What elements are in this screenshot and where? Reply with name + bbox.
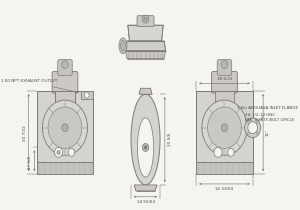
Polygon shape xyxy=(134,185,157,191)
Circle shape xyxy=(48,107,82,148)
Text: 1.5in ANGUASA INLET FLANGE: 1.5in ANGUASA INLET FLANGE xyxy=(236,106,298,120)
FancyBboxPatch shape xyxy=(58,60,72,75)
Circle shape xyxy=(142,143,149,151)
Text: 4# 1/2-13 UNC: 4# 1/2-13 UNC xyxy=(245,113,275,117)
Polygon shape xyxy=(128,25,163,41)
Polygon shape xyxy=(55,91,75,111)
Circle shape xyxy=(144,17,147,21)
Text: 14 55/64: 14 55/64 xyxy=(136,200,154,204)
Polygon shape xyxy=(125,41,166,51)
Polygon shape xyxy=(139,88,152,94)
Polygon shape xyxy=(196,162,253,174)
Circle shape xyxy=(248,122,257,134)
Polygon shape xyxy=(131,94,160,185)
Circle shape xyxy=(142,15,149,23)
Polygon shape xyxy=(215,91,234,111)
FancyBboxPatch shape xyxy=(137,16,154,26)
Circle shape xyxy=(42,100,88,155)
Circle shape xyxy=(247,121,249,123)
FancyBboxPatch shape xyxy=(52,71,78,93)
Circle shape xyxy=(208,107,242,148)
Text: 30 7/32: 30 7/32 xyxy=(23,125,27,140)
Circle shape xyxy=(84,92,89,98)
Text: 1.00 NPT EXHAUST OUTLET: 1.00 NPT EXHAUST OUTLET xyxy=(1,79,78,93)
Polygon shape xyxy=(137,118,154,177)
Circle shape xyxy=(144,146,147,149)
Circle shape xyxy=(68,148,75,156)
Ellipse shape xyxy=(121,40,125,51)
Polygon shape xyxy=(196,91,253,174)
Circle shape xyxy=(221,124,228,132)
Circle shape xyxy=(57,150,60,154)
Circle shape xyxy=(247,132,249,134)
Circle shape xyxy=(202,100,247,155)
Circle shape xyxy=(256,121,258,123)
Polygon shape xyxy=(125,51,166,59)
FancyBboxPatch shape xyxy=(217,60,232,75)
Text: 18 5/32: 18 5/32 xyxy=(217,77,232,81)
Circle shape xyxy=(256,132,258,134)
Circle shape xyxy=(62,124,68,132)
Polygon shape xyxy=(37,162,93,174)
Polygon shape xyxy=(81,91,93,99)
Circle shape xyxy=(244,118,261,138)
Text: 11": 11" xyxy=(265,129,269,136)
Text: 20 5/8: 20 5/8 xyxy=(168,133,172,146)
Ellipse shape xyxy=(119,38,127,54)
Polygon shape xyxy=(37,91,93,174)
Text: DIA  3.8875 BOLT CIRCLE: DIA 3.8875 BOLT CIRCLE xyxy=(245,118,295,122)
Circle shape xyxy=(228,148,234,156)
Circle shape xyxy=(55,147,63,157)
Circle shape xyxy=(214,147,222,157)
Text: 17 5/8: 17 5/8 xyxy=(28,156,32,169)
Circle shape xyxy=(221,61,228,68)
FancyBboxPatch shape xyxy=(212,71,237,93)
Text: 16 33/64: 16 33/64 xyxy=(215,187,233,191)
Circle shape xyxy=(62,61,68,68)
